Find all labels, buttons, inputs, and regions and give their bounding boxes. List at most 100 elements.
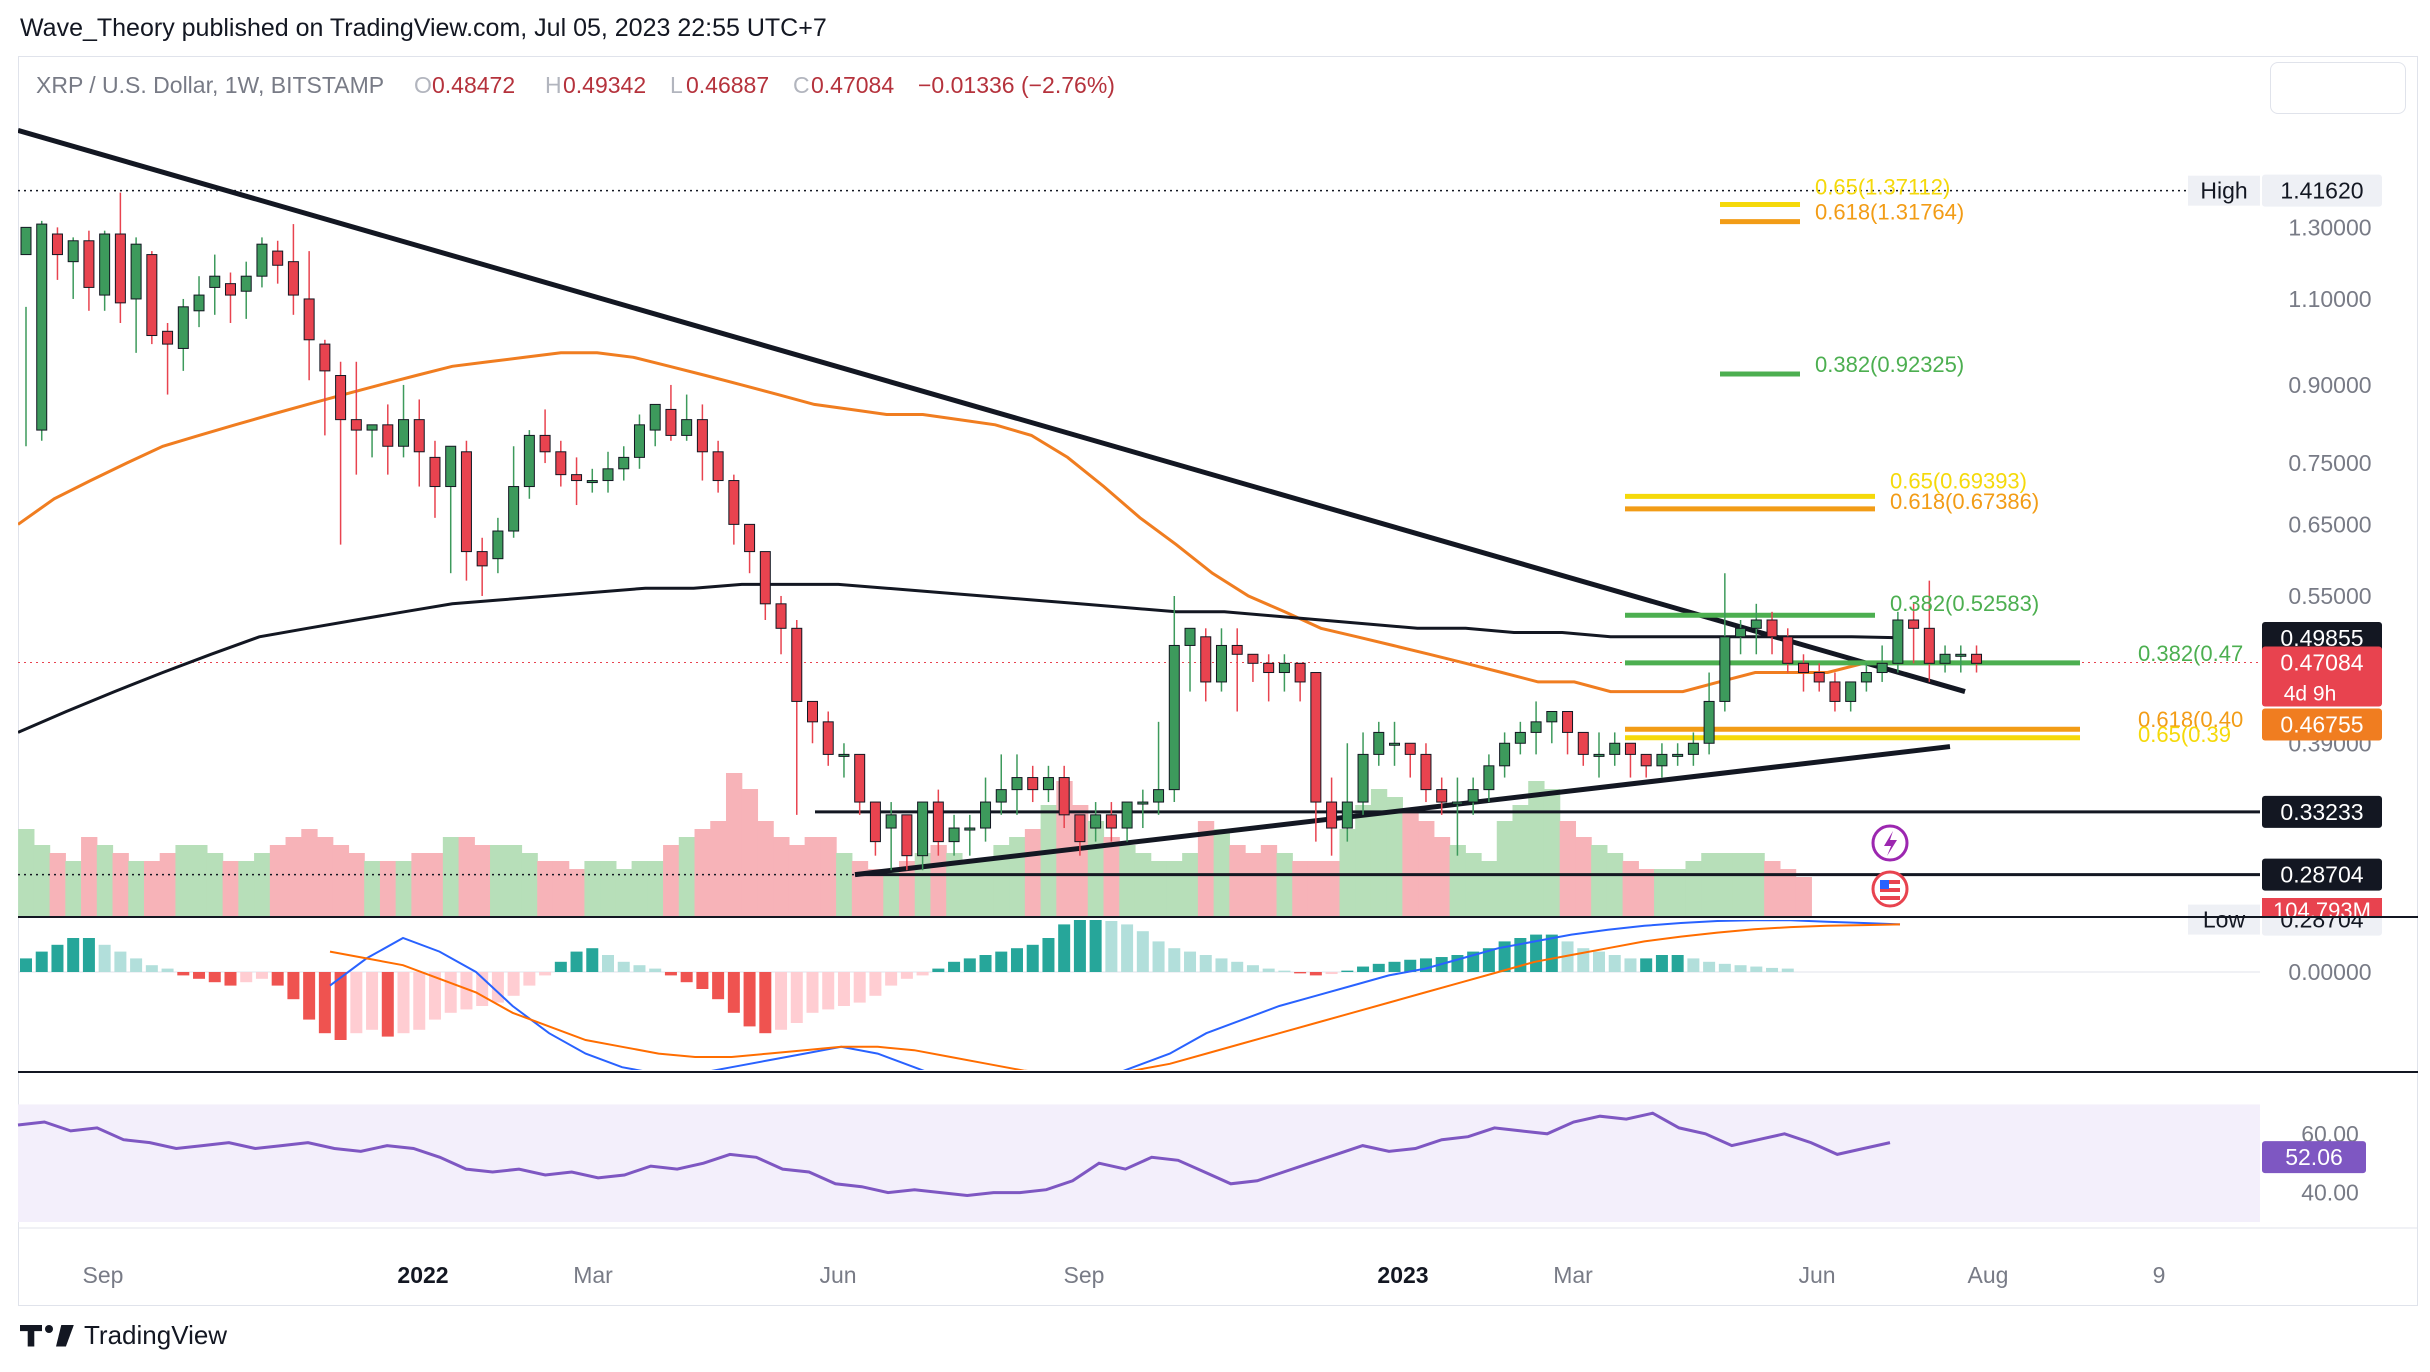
- volume-bar: [820, 837, 837, 917]
- candle-body: [1719, 636, 1731, 702]
- volume-bar: [411, 853, 428, 917]
- alert-icon[interactable]: [1871, 824, 1909, 862]
- fib-level-label: 0.382(0.92325): [1815, 352, 1964, 377]
- candle-body: [539, 434, 551, 453]
- candle-up: [130, 237, 142, 353]
- candle-down: [1294, 662, 1306, 702]
- candle-down: [146, 251, 158, 345]
- candle-down: [1105, 802, 1117, 842]
- candle-up: [1939, 645, 1951, 673]
- chart-frame[interactable]: [18, 56, 2418, 1306]
- candle-body: [1782, 636, 1794, 664]
- volume-bar: [946, 853, 963, 917]
- candle-up: [1530, 701, 1542, 755]
- candle-up: [948, 814, 960, 856]
- rsi-axis-tick: 40.00: [2301, 1180, 2359, 1206]
- macd-histogram-bar: [1215, 958, 1228, 972]
- price-axis-tick: 1.30000: [2288, 214, 2371, 240]
- candle-body: [319, 343, 331, 372]
- chart-settings-box[interactable]: [2270, 62, 2406, 114]
- candle-body: [523, 434, 535, 488]
- candle-body: [1168, 644, 1180, 791]
- volume-bar: [81, 837, 98, 917]
- candle-body: [1404, 742, 1416, 755]
- volume-bar: [427, 853, 444, 917]
- candle-up: [20, 226, 32, 447]
- candle-body: [1483, 765, 1495, 791]
- candle-down: [744, 523, 756, 574]
- volume-bar: [1386, 797, 1403, 917]
- macd-histogram-bar: [287, 972, 300, 1000]
- us-flag-icon[interactable]: [1871, 870, 1909, 908]
- macd-histogram-bar: [1294, 972, 1307, 974]
- macd-histogram-bar: [1231, 961, 1244, 972]
- candle-body: [964, 827, 976, 831]
- macd-histogram-bar: [350, 972, 363, 1034]
- macd-histogram-bar: [948, 961, 961, 972]
- macd-histogram-bar: [1482, 948, 1495, 972]
- candle-up: [681, 394, 693, 441]
- candle-body: [83, 240, 95, 288]
- volume-bar: [395, 861, 412, 917]
- legend-close: 0.47084: [811, 72, 894, 98]
- candle-up: [492, 517, 504, 574]
- brand-logo[interactable]: TradingView: [20, 1320, 227, 1351]
- support-badge-028704-bg: [2262, 858, 2382, 891]
- macd-histogram-bar: [1136, 931, 1149, 972]
- candle-body: [1735, 627, 1747, 638]
- candle-body: [130, 243, 142, 300]
- volume-bar: [490, 845, 507, 917]
- candle-down: [854, 753, 866, 815]
- candle-up: [1609, 732, 1621, 766]
- candle-body: [508, 486, 520, 532]
- volume-bar: [175, 845, 192, 917]
- candle-up: [1042, 765, 1054, 803]
- candle-body: [1955, 653, 1967, 657]
- candle-up: [1860, 663, 1872, 692]
- candle-body: [807, 700, 818, 723]
- signal-line: [329, 923, 1901, 1070]
- candle-down: [382, 404, 394, 475]
- macd-histogram-bar: [822, 972, 835, 1010]
- price-chart[interactable]: XRP / U.S. Dollar, 1W, BITSTAMP O 0.4847…: [0, 0, 2430, 1310]
- candle-body: [240, 275, 252, 292]
- support-badge-033233-bg: [2262, 795, 2382, 828]
- candle-up: [917, 801, 929, 871]
- candle-body: [1908, 619, 1920, 629]
- macd-histogram-bar: [1010, 948, 1023, 972]
- macd-histogram-bar: [240, 972, 253, 983]
- macd-histogram-bar: [303, 972, 316, 1020]
- last-price-badge-bg: [2262, 646, 2382, 707]
- candle-body: [681, 419, 693, 436]
- macd-histogram-bar: [743, 972, 756, 1027]
- legend-change: −0.01336 (−2.76%): [918, 72, 1115, 98]
- candle-down: [696, 404, 708, 481]
- candle-body: [649, 403, 661, 431]
- candle-body: [759, 551, 771, 605]
- candle-body: [555, 451, 567, 476]
- macd-histogram-bar: [193, 972, 206, 979]
- macd-histogram-bar: [916, 972, 929, 976]
- volume-bar: [1481, 861, 1498, 917]
- candle-body: [838, 753, 850, 757]
- volume-bar: [1669, 869, 1687, 917]
- macd-histogram-bar: [680, 972, 693, 983]
- macd-histogram-bar: [318, 972, 331, 1034]
- fib-level-label: 0.65(0.39: [2138, 722, 2231, 747]
- legend-low: 0.46887: [686, 72, 769, 98]
- candle-down: [303, 251, 315, 381]
- macd-histogram-bar: [20, 958, 32, 972]
- ma-black-badge-bg: [2262, 622, 2382, 655]
- candle-down: [775, 595, 787, 655]
- candle-up: [1750, 603, 1762, 655]
- candle-down: [901, 814, 913, 871]
- macd-histogram-bar: [130, 958, 143, 972]
- candle-body: [193, 294, 205, 312]
- candle-body: [901, 814, 913, 857]
- macd-histogram-bar: [696, 972, 709, 989]
- tradingview-logo-icon: [20, 1324, 74, 1347]
- candle-up: [67, 237, 79, 299]
- candle-up: [995, 754, 1007, 815]
- candle-body: [665, 408, 677, 436]
- candle-down: [224, 272, 236, 323]
